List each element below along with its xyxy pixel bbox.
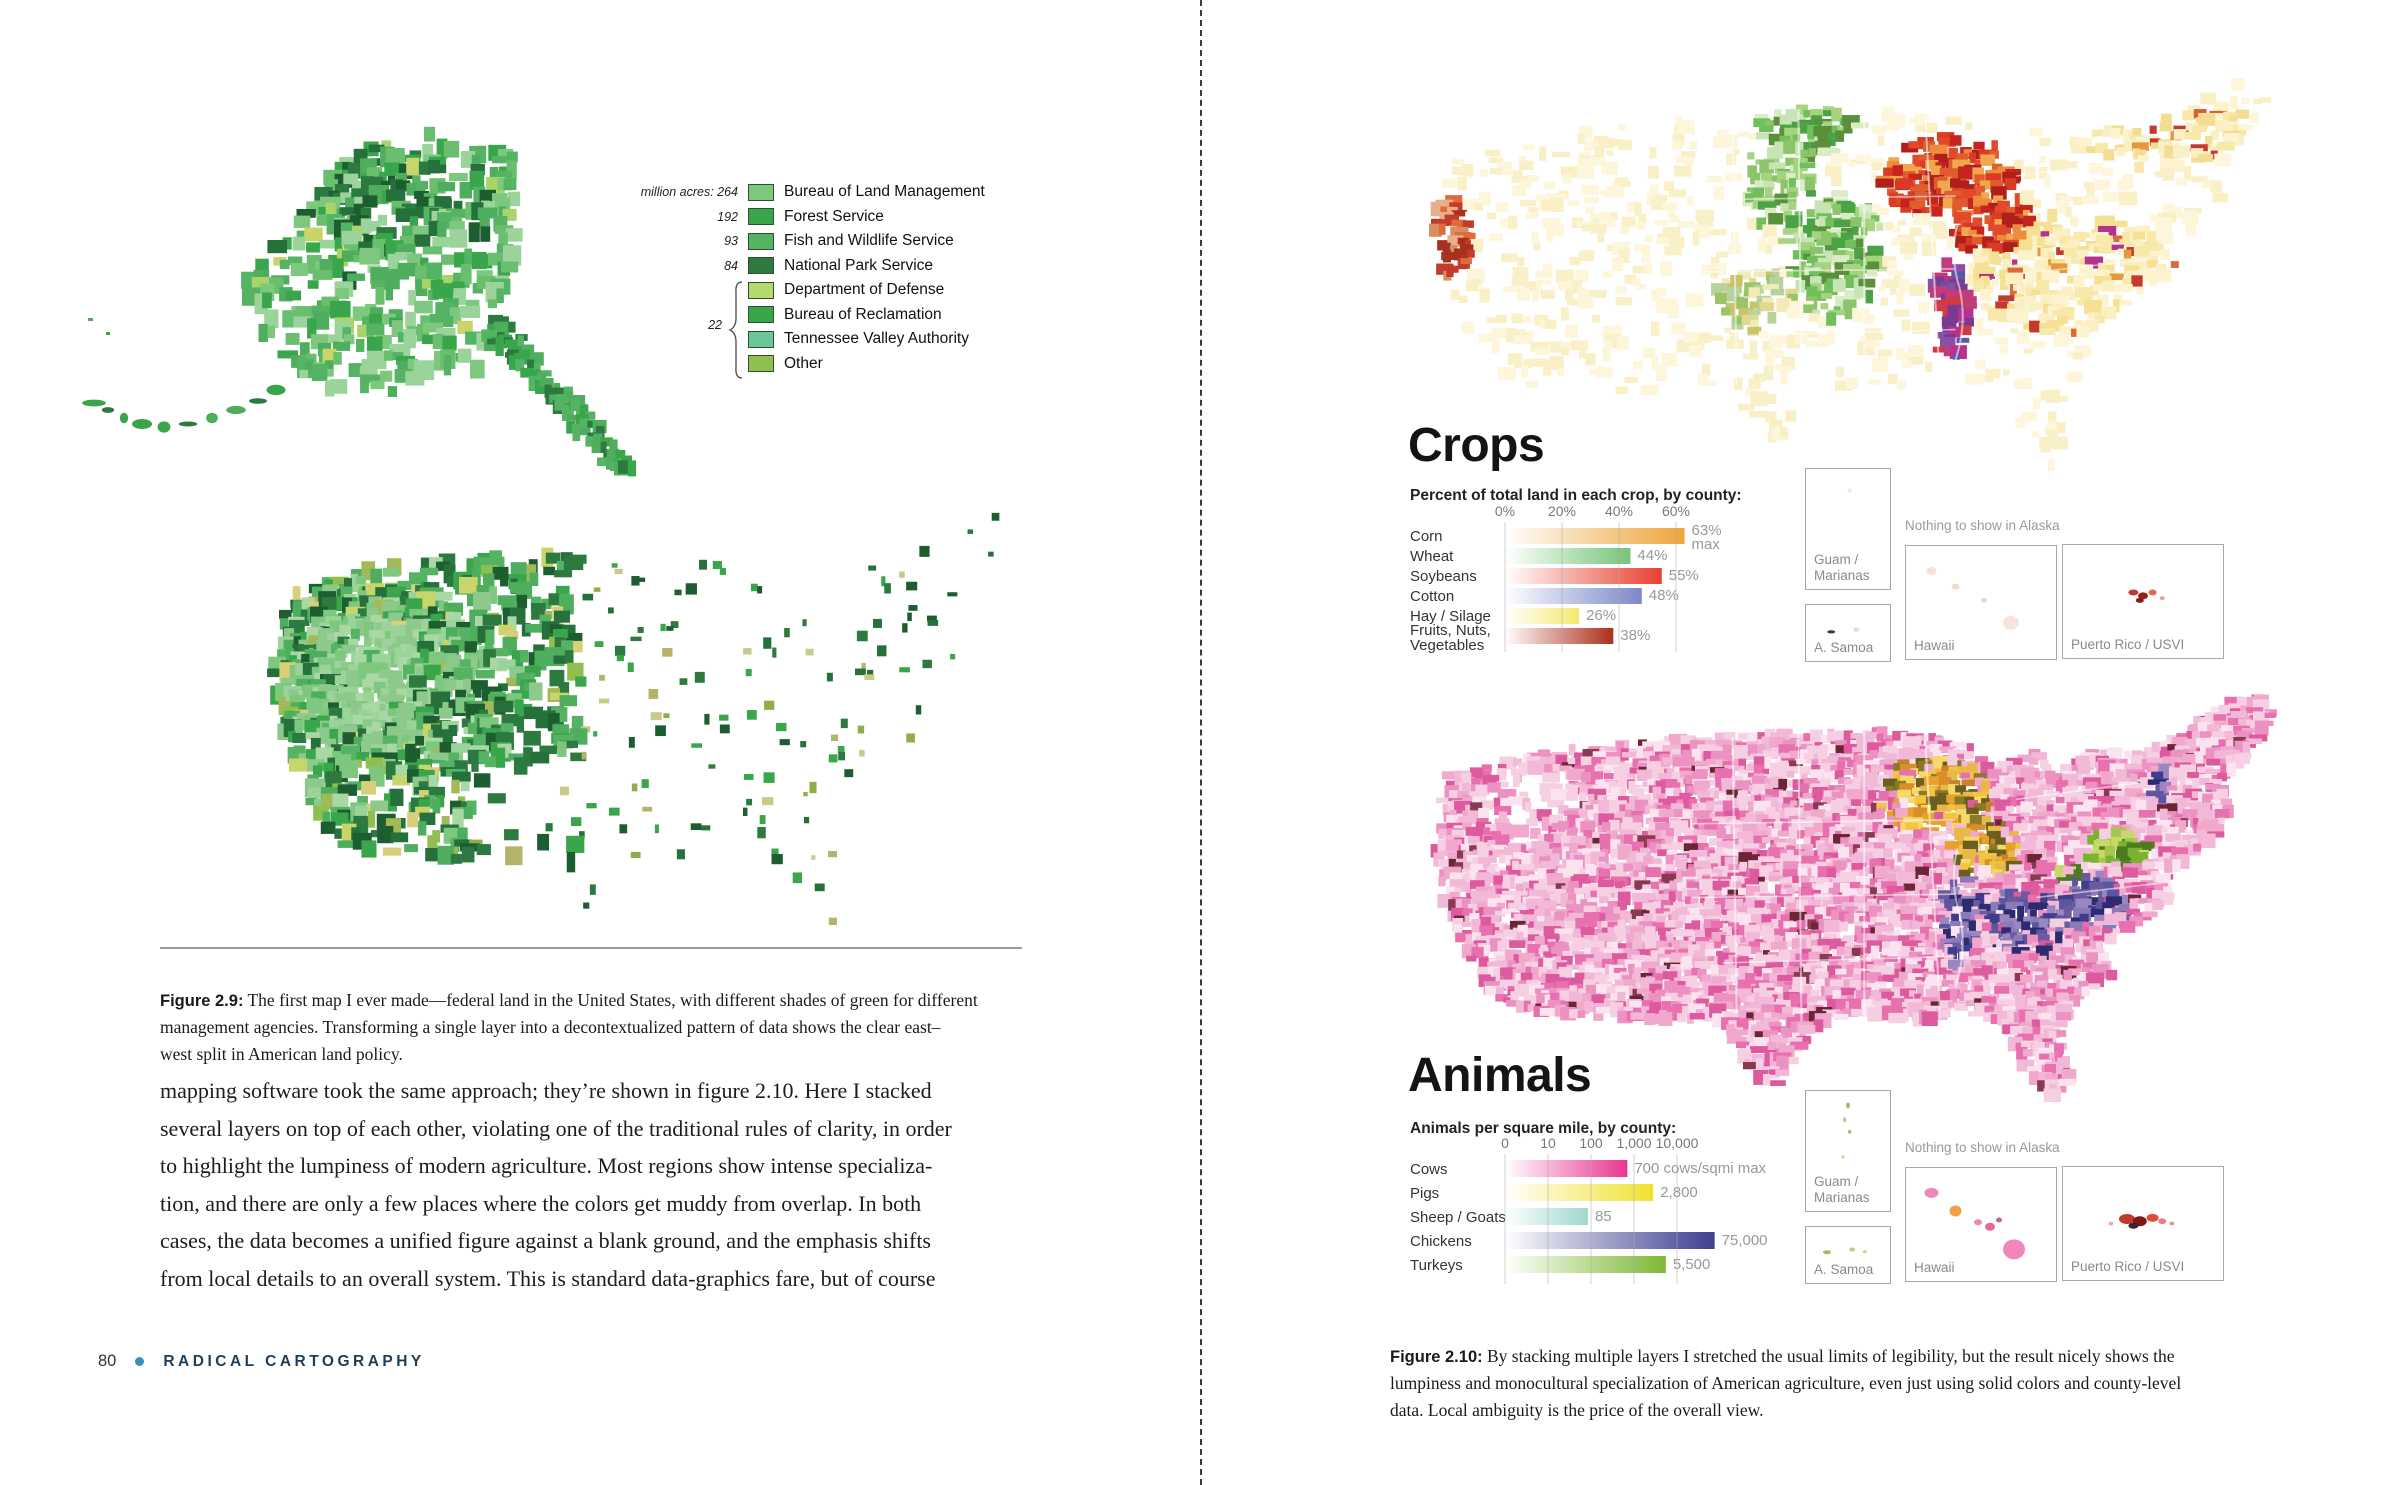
animals-legend-subtitle: Animals per square mile, by county: (1410, 1120, 1677, 1137)
svg-text:20%: 20% (1548, 504, 1576, 519)
figure-2-10-caption: Figure 2.10: By stacking multiple layers… (1390, 1316, 2280, 1423)
svg-text:Wheat: Wheat (1410, 548, 1454, 565)
legend-row: Tennessee Valley Authority (640, 327, 1070, 352)
inset-label: Guam / Marianas (1814, 1174, 1870, 1205)
page-number: 80 (98, 1352, 117, 1370)
inset-guam-marianas-crops: Guam / Marianas (1805, 468, 1891, 590)
svg-text:Cotton: Cotton (1410, 588, 1454, 605)
legend-swatch (748, 330, 774, 348)
legend-row: Department of Defense (640, 278, 1070, 303)
svg-text:max: max (1692, 536, 1721, 553)
inset-map-art (1827, 627, 1860, 634)
figure-2-9-text: The first map I ever made—federal land i… (160, 989, 978, 1064)
page-divider (1200, 0, 1202, 1485)
inset-label: Puerto Rico / USVI (2071, 1259, 2185, 1274)
us-federal-land-map (267, 512, 1000, 926)
legend-swatch (748, 281, 774, 299)
crops-choropleth-map (1429, 78, 2272, 471)
svg-text:38%: 38% (1620, 627, 1650, 644)
legend-label: National Park Service (784, 256, 934, 274)
legend-row: Other (640, 352, 1070, 377)
inset-map-art (2108, 1213, 2175, 1229)
page-footer: 80 RADICAL CARTOGRAPHY (98, 1352, 425, 1371)
legend-label: Bureau of Land Management (784, 183, 985, 201)
book-title: RADICAL CARTOGRAPHY (163, 1352, 425, 1370)
legend-brace-icon (728, 281, 743, 379)
svg-text:Hay / Silage: Hay / Silage (1410, 608, 1491, 625)
figure-2-9-caption: Figure 2.9: The first map I ever made—fe… (160, 960, 1060, 1067)
legend-row: 192 Forest Service (640, 205, 1070, 230)
caption-rule (160, 947, 1022, 949)
inset-puertorico-animals: Puerto Rico / USVI (2062, 1166, 2224, 1281)
svg-text:Fruits, Nuts,: Fruits, Nuts, (1410, 622, 1491, 639)
legend-group-value: 22 (708, 318, 722, 332)
inset-map-art (2128, 589, 2165, 603)
svg-text:Vegetables: Vegetables (1410, 637, 1484, 654)
alaska-federal-land-map (82, 126, 637, 477)
svg-text:0%: 0% (1495, 504, 1515, 519)
legend-swatch (748, 257, 774, 275)
inset-hawaii-animals: Hawaii (1905, 1167, 2057, 1282)
inset-label: A. Samoa (1814, 1262, 1874, 1277)
legend-swatch (748, 208, 774, 226)
figure-2-10-text: By stacking multiple layers I stretched … (1390, 1345, 2182, 1420)
inset-label: Hawaii (1914, 638, 1955, 653)
inset-guam-marianas-animals: Guam / Marianas (1805, 1090, 1891, 1212)
legend-label: Other (784, 354, 823, 372)
crops-title: Crops (1408, 419, 1545, 472)
legend-row: 84 National Park Service (640, 254, 1070, 279)
inset-map-art (1841, 1102, 1852, 1159)
svg-text:Soybeans: Soybeans (1410, 568, 1477, 585)
legend-swatch (748, 183, 774, 201)
legend-label: Forest Service (784, 207, 884, 225)
crops-bar-legend: 0% 20% 40% 60% Corn 63%max Wheat 44% Soybeans 55%… (1410, 504, 1722, 654)
svg-text:48%: 48% (1649, 587, 1679, 604)
alaska-note-animals: Nothing to show in Alaska (1905, 1140, 2060, 1155)
footer-bullet-icon (135, 1357, 145, 1366)
inset-asamoa-animals: A. Samoa (1805, 1226, 1891, 1284)
inset-label: Guam / Marianas (1814, 552, 1870, 583)
legend-value: 84 (724, 258, 738, 273)
svg-text:63%: 63% (1692, 522, 1722, 539)
legend-swatch (748, 232, 774, 250)
legend-swatch (748, 355, 774, 373)
svg-text:Corn: Corn (1410, 528, 1443, 545)
inset-map-art (1924, 1187, 2025, 1260)
inset-map-art (1847, 488, 1852, 493)
inset-map-art (1823, 1247, 1867, 1255)
legend-value: 93 (724, 234, 738, 249)
inset-label: Puerto Rico / USVI (2071, 637, 2185, 652)
legend-label: Department of Defense (784, 281, 945, 299)
inset-asamoa-crops: A. Samoa (1805, 604, 1891, 662)
figure-2-10-label: Figure 2.10: (1390, 1347, 1483, 1366)
legend-row: million acres: 264 Bureau of Land Manage… (640, 180, 1070, 205)
inset-label: Hawaii (1914, 1260, 1955, 1275)
body-paragraph: mapping software took the same approach;… (160, 1078, 952, 1291)
animals-title: Animals (1408, 1049, 1592, 1102)
svg-text:26%: 26% (1586, 607, 1616, 624)
alaska-note-crops: Nothing to show in Alaska (1905, 518, 2060, 533)
legend-value: 192 (717, 209, 738, 224)
crops-legend-subtitle: Percent of total land in each crop, by c… (1410, 487, 1742, 504)
inset-hawaii-crops: Hawaii (1905, 545, 2057, 660)
legend-row: 93 Fish and Wildlife Service (640, 229, 1070, 254)
animals-choropleth-map (1430, 694, 2277, 1102)
legend-label: Tennessee Valley Authority (784, 330, 969, 348)
svg-text:44%: 44% (1637, 547, 1667, 564)
svg-text:60%: 60% (1662, 504, 1690, 519)
federal-land-legend: million acres: 264 Bureau of Land Manage… (640, 180, 1070, 379)
inset-puertorico-crops: Puerto Rico / USVI (2062, 544, 2224, 659)
legend-label: Fish and Wildlife Service (784, 232, 954, 250)
svg-text:40%: 40% (1605, 504, 1633, 519)
legend-label: Bureau of Reclamation (784, 305, 942, 323)
legend-row: Bureau of Reclamation (640, 303, 1070, 328)
legend-swatch (748, 306, 774, 324)
figure-2-9-label: Figure 2.9: (160, 991, 244, 1010)
inset-label: A. Samoa (1814, 640, 1874, 655)
legend-value: million acres: 264 (640, 185, 738, 200)
inset-map-art (1926, 566, 2019, 630)
svg-text:55%: 55% (1669, 567, 1699, 584)
